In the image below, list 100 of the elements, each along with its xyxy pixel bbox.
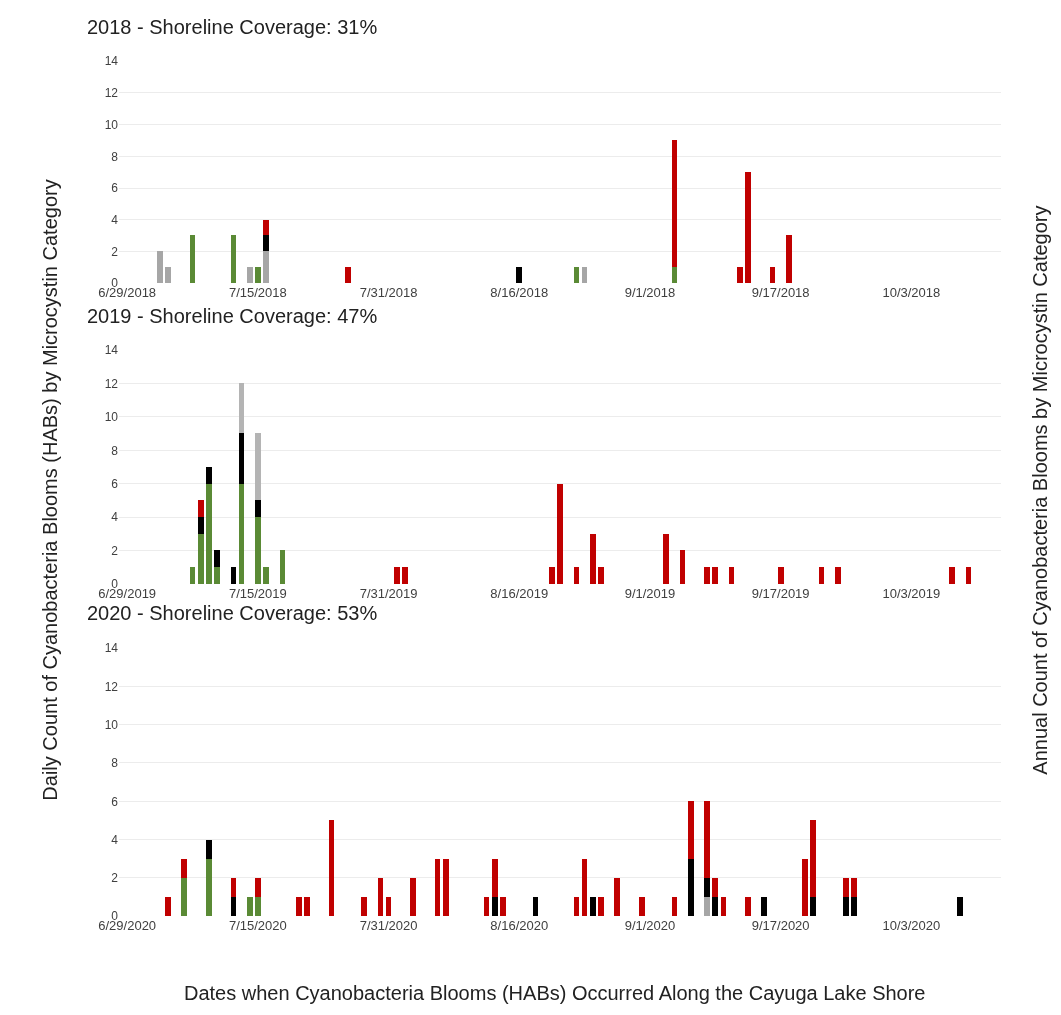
bar	[378, 878, 384, 917]
y-tick-label: 14	[104, 54, 119, 69]
bar	[590, 534, 597, 584]
bar	[704, 567, 711, 584]
bar	[492, 859, 499, 898]
bar	[296, 897, 303, 917]
y-tick-label: 12	[104, 86, 119, 101]
bar	[949, 567, 956, 584]
bar	[394, 567, 401, 584]
x-tick-label: 9/1/2020	[624, 918, 676, 934]
x-axis-title: Dates when Cyanobacteria Blooms (HABs) Occurred Along the Cayuga Lake Shore	[184, 982, 926, 1004]
bar	[557, 484, 564, 584]
bar	[255, 897, 262, 917]
y-tick-label: 14	[104, 343, 119, 358]
bar	[239, 484, 245, 584]
bar	[810, 897, 817, 917]
bar	[500, 897, 507, 917]
bar	[198, 517, 205, 535]
y-axis-title: Daily Count of Cyanobacteria Blooms (HABs) by Microcystin Category	[39, 179, 62, 801]
y-tick-label: 12	[104, 376, 119, 391]
bar	[443, 859, 450, 917]
bar	[386, 897, 392, 917]
bar	[614, 878, 621, 917]
bar	[688, 859, 695, 917]
y-tick-label: 14	[104, 641, 119, 656]
bar	[410, 878, 417, 917]
y-tick-label: 8	[111, 149, 119, 164]
x-tick-label: 7/15/2020	[228, 918, 287, 934]
bar	[181, 878, 188, 917]
bar	[255, 267, 262, 284]
x-tick-label: 7/15/2019	[228, 585, 287, 601]
bar	[206, 859, 213, 917]
chart-title: 2019 - Shoreline Coverage: 47%	[87, 305, 378, 327]
y-tick-label: 2	[111, 871, 119, 886]
bar	[247, 897, 254, 917]
bar	[745, 172, 752, 284]
bar	[533, 897, 539, 917]
bar	[304, 897, 311, 917]
y-tick-label: 4	[111, 212, 119, 227]
bar	[712, 567, 719, 584]
bar	[214, 550, 221, 568]
bar	[851, 878, 858, 898]
bar	[484, 897, 490, 917]
y-tick-label: 2	[111, 543, 119, 558]
bar	[582, 267, 588, 284]
bar	[435, 859, 441, 917]
bar	[786, 235, 793, 284]
x-tick-label: 8/16/2020	[490, 918, 549, 934]
bar	[704, 801, 711, 879]
bar	[761, 897, 768, 917]
x-tick-label: 9/1/2019	[624, 585, 676, 601]
bar	[704, 878, 711, 898]
bar	[843, 897, 850, 917]
bar	[729, 567, 735, 584]
bar	[851, 897, 858, 917]
bar	[770, 267, 776, 284]
bar	[231, 235, 237, 284]
y-tick-label: 6	[111, 476, 119, 491]
bar	[157, 251, 164, 284]
y-tick-label: 4	[111, 832, 119, 847]
x-tick-label: 8/16/2019	[490, 585, 549, 601]
bar	[590, 897, 597, 917]
bar	[239, 433, 245, 485]
bar	[819, 567, 825, 584]
y-tick-label: 10	[104, 410, 119, 425]
bar	[598, 897, 605, 917]
bar	[582, 859, 588, 917]
bar	[737, 267, 744, 284]
bar	[704, 897, 711, 917]
bar	[190, 235, 196, 284]
bar	[329, 820, 335, 917]
bar	[843, 878, 850, 898]
bar	[231, 878, 237, 898]
bar	[957, 897, 964, 917]
bar	[712, 878, 719, 898]
x-tick-label: 10/3/2018	[882, 285, 941, 301]
bar	[680, 550, 686, 584]
bar	[255, 517, 262, 584]
bar	[574, 267, 580, 284]
bar	[810, 820, 817, 898]
bar	[672, 140, 678, 268]
y-tick-label: 6	[111, 794, 119, 809]
bar	[206, 840, 213, 860]
bar	[402, 567, 409, 584]
bar	[672, 267, 678, 284]
bar	[239, 383, 245, 434]
x-tick-label: 9/17/2019	[751, 585, 810, 601]
bar	[721, 897, 727, 917]
bar	[247, 267, 254, 284]
chart-title: 2020 - Shoreline Coverage: 53%	[87, 602, 378, 624]
x-tick-label: 7/31/2020	[359, 918, 418, 934]
bar	[206, 467, 213, 485]
x-tick-label: 9/17/2020	[751, 918, 810, 934]
bar	[231, 567, 237, 584]
x-tick-label: 7/31/2018	[359, 285, 418, 301]
bar	[492, 897, 499, 917]
y-tick-label: 12	[104, 679, 119, 694]
bar	[255, 433, 262, 501]
bar	[712, 897, 719, 917]
x-tick-label: 9/17/2018	[751, 285, 810, 301]
